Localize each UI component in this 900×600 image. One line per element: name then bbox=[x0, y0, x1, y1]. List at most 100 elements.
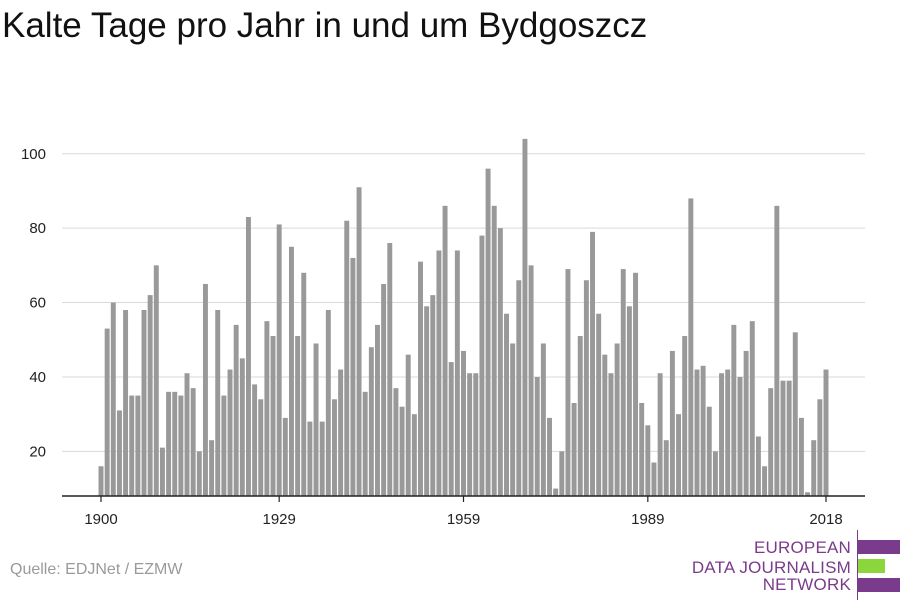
bar-1906[interactable] bbox=[135, 395, 141, 496]
bar-1966[interactable] bbox=[504, 313, 509, 496]
bar-1995[interactable] bbox=[682, 336, 688, 496]
bar-1946[interactable] bbox=[381, 283, 387, 496]
bar-1992[interactable] bbox=[663, 440, 669, 496]
bar-1903[interactable] bbox=[116, 410, 122, 496]
bar-1993[interactable] bbox=[669, 350, 675, 496]
bar-1949[interactable] bbox=[399, 406, 405, 496]
bar-2002[interactable] bbox=[725, 369, 731, 496]
bar-1933[interactable] bbox=[301, 272, 307, 496]
bar-2013[interactable] bbox=[792, 332, 798, 496]
bar-1935[interactable] bbox=[313, 343, 319, 496]
bar-1950[interactable] bbox=[405, 354, 411, 496]
bar-2018[interactable] bbox=[823, 369, 829, 496]
bar-1923[interactable] bbox=[239, 358, 245, 496]
bar-1996[interactable] bbox=[688, 198, 694, 496]
bar-1918[interactable] bbox=[209, 440, 215, 496]
bar-1971[interactable] bbox=[534, 376, 540, 496]
bar-2007[interactable] bbox=[755, 436, 761, 496]
bar-1981[interactable] bbox=[596, 313, 602, 496]
bar-1940[interactable] bbox=[344, 220, 350, 496]
bar-1920[interactable] bbox=[221, 395, 227, 496]
bar-1982[interactable] bbox=[602, 354, 608, 496]
bar-1961[interactable] bbox=[473, 373, 479, 496]
bar-1939[interactable] bbox=[338, 369, 344, 496]
bar-1983[interactable] bbox=[608, 373, 614, 496]
bar-2012[interactable] bbox=[786, 380, 792, 496]
bar-1990[interactable] bbox=[651, 462, 657, 496]
bar-1934[interactable] bbox=[307, 421, 313, 496]
bar-1912[interactable] bbox=[172, 391, 178, 496]
bar-1957[interactable] bbox=[448, 362, 454, 496]
bar-1921[interactable] bbox=[227, 369, 233, 496]
bar-1928[interactable] bbox=[270, 336, 276, 496]
bar-1991[interactable] bbox=[657, 373, 663, 496]
bar-1965[interactable] bbox=[497, 228, 503, 496]
bar-1999[interactable] bbox=[706, 406, 712, 496]
bar-1937[interactable] bbox=[325, 310, 331, 496]
bar-1955[interactable] bbox=[436, 250, 442, 496]
bar-1969[interactable] bbox=[522, 138, 528, 496]
bar-1976[interactable] bbox=[565, 269, 571, 496]
bar-1951[interactable] bbox=[411, 414, 417, 496]
bar-1960[interactable] bbox=[467, 373, 473, 496]
bar-2015[interactable] bbox=[805, 492, 811, 496]
bar-1959[interactable] bbox=[461, 350, 466, 496]
bar-1948[interactable] bbox=[393, 388, 399, 496]
bar-1988[interactable] bbox=[639, 403, 645, 496]
bar-1902[interactable] bbox=[110, 302, 116, 496]
bar-1970[interactable] bbox=[528, 265, 534, 496]
bar-2011[interactable] bbox=[780, 380, 786, 496]
bar-1972[interactable] bbox=[540, 343, 546, 496]
bar-1930[interactable] bbox=[282, 417, 288, 496]
bar-1900[interactable] bbox=[98, 466, 104, 496]
bar-2009[interactable] bbox=[768, 388, 774, 496]
bar-1917[interactable] bbox=[202, 283, 208, 496]
bar-2005[interactable] bbox=[743, 350, 749, 496]
bar-1984[interactable] bbox=[614, 343, 620, 496]
bar-1967[interactable] bbox=[510, 343, 516, 496]
bar-2006[interactable] bbox=[749, 321, 755, 496]
bar-1998[interactable] bbox=[700, 365, 706, 496]
bar-1915[interactable] bbox=[190, 388, 196, 496]
bar-2001[interactable] bbox=[719, 373, 725, 496]
bar-1989[interactable] bbox=[645, 425, 651, 496]
bar-1979[interactable] bbox=[583, 280, 589, 496]
bar-2008[interactable] bbox=[762, 466, 768, 496]
bar-1987[interactable] bbox=[633, 272, 639, 496]
bar-2000[interactable] bbox=[712, 451, 718, 496]
bar-1986[interactable] bbox=[626, 306, 632, 496]
bar-1974[interactable] bbox=[553, 488, 559, 496]
bar-1929[interactable] bbox=[276, 224, 282, 496]
bar-1977[interactable] bbox=[571, 403, 577, 496]
bar-1973[interactable] bbox=[547, 417, 552, 496]
bar-1985[interactable] bbox=[620, 269, 626, 496]
edjnet-logo[interactable]: EUROPEAN DATA JOURNALISM NETWORK bbox=[692, 530, 900, 600]
bar-1968[interactable] bbox=[516, 280, 522, 496]
bar-1962[interactable] bbox=[479, 235, 485, 496]
bar-1904[interactable] bbox=[123, 310, 129, 496]
bar-1944[interactable] bbox=[368, 347, 374, 496]
bar-1922[interactable] bbox=[233, 324, 239, 496]
bar-2016[interactable] bbox=[811, 440, 817, 496]
bar-1952[interactable] bbox=[418, 261, 423, 496]
bar-1958[interactable] bbox=[454, 250, 460, 496]
bar-1908[interactable] bbox=[147, 295, 153, 496]
bar-1963[interactable] bbox=[485, 168, 491, 496]
bar-1909[interactable] bbox=[153, 265, 159, 496]
bar-2004[interactable] bbox=[737, 376, 743, 496]
bar-1914[interactable] bbox=[184, 373, 190, 496]
bar-1964[interactable] bbox=[491, 205, 497, 496]
bar-1956[interactable] bbox=[442, 205, 448, 496]
bar-1913[interactable] bbox=[178, 395, 184, 496]
bar-1926[interactable] bbox=[258, 399, 264, 496]
bar-1994[interactable] bbox=[676, 414, 682, 496]
bar-1924[interactable] bbox=[245, 217, 251, 496]
bar-1936[interactable] bbox=[319, 421, 325, 496]
bar-1931[interactable] bbox=[288, 246, 294, 496]
bar-1941[interactable] bbox=[350, 257, 356, 496]
bar-2010[interactable] bbox=[774, 205, 780, 496]
bar-2014[interactable] bbox=[798, 417, 804, 496]
bar-1945[interactable] bbox=[375, 324, 380, 496]
bar-1916[interactable] bbox=[196, 451, 202, 496]
bar-1901[interactable] bbox=[104, 328, 110, 496]
